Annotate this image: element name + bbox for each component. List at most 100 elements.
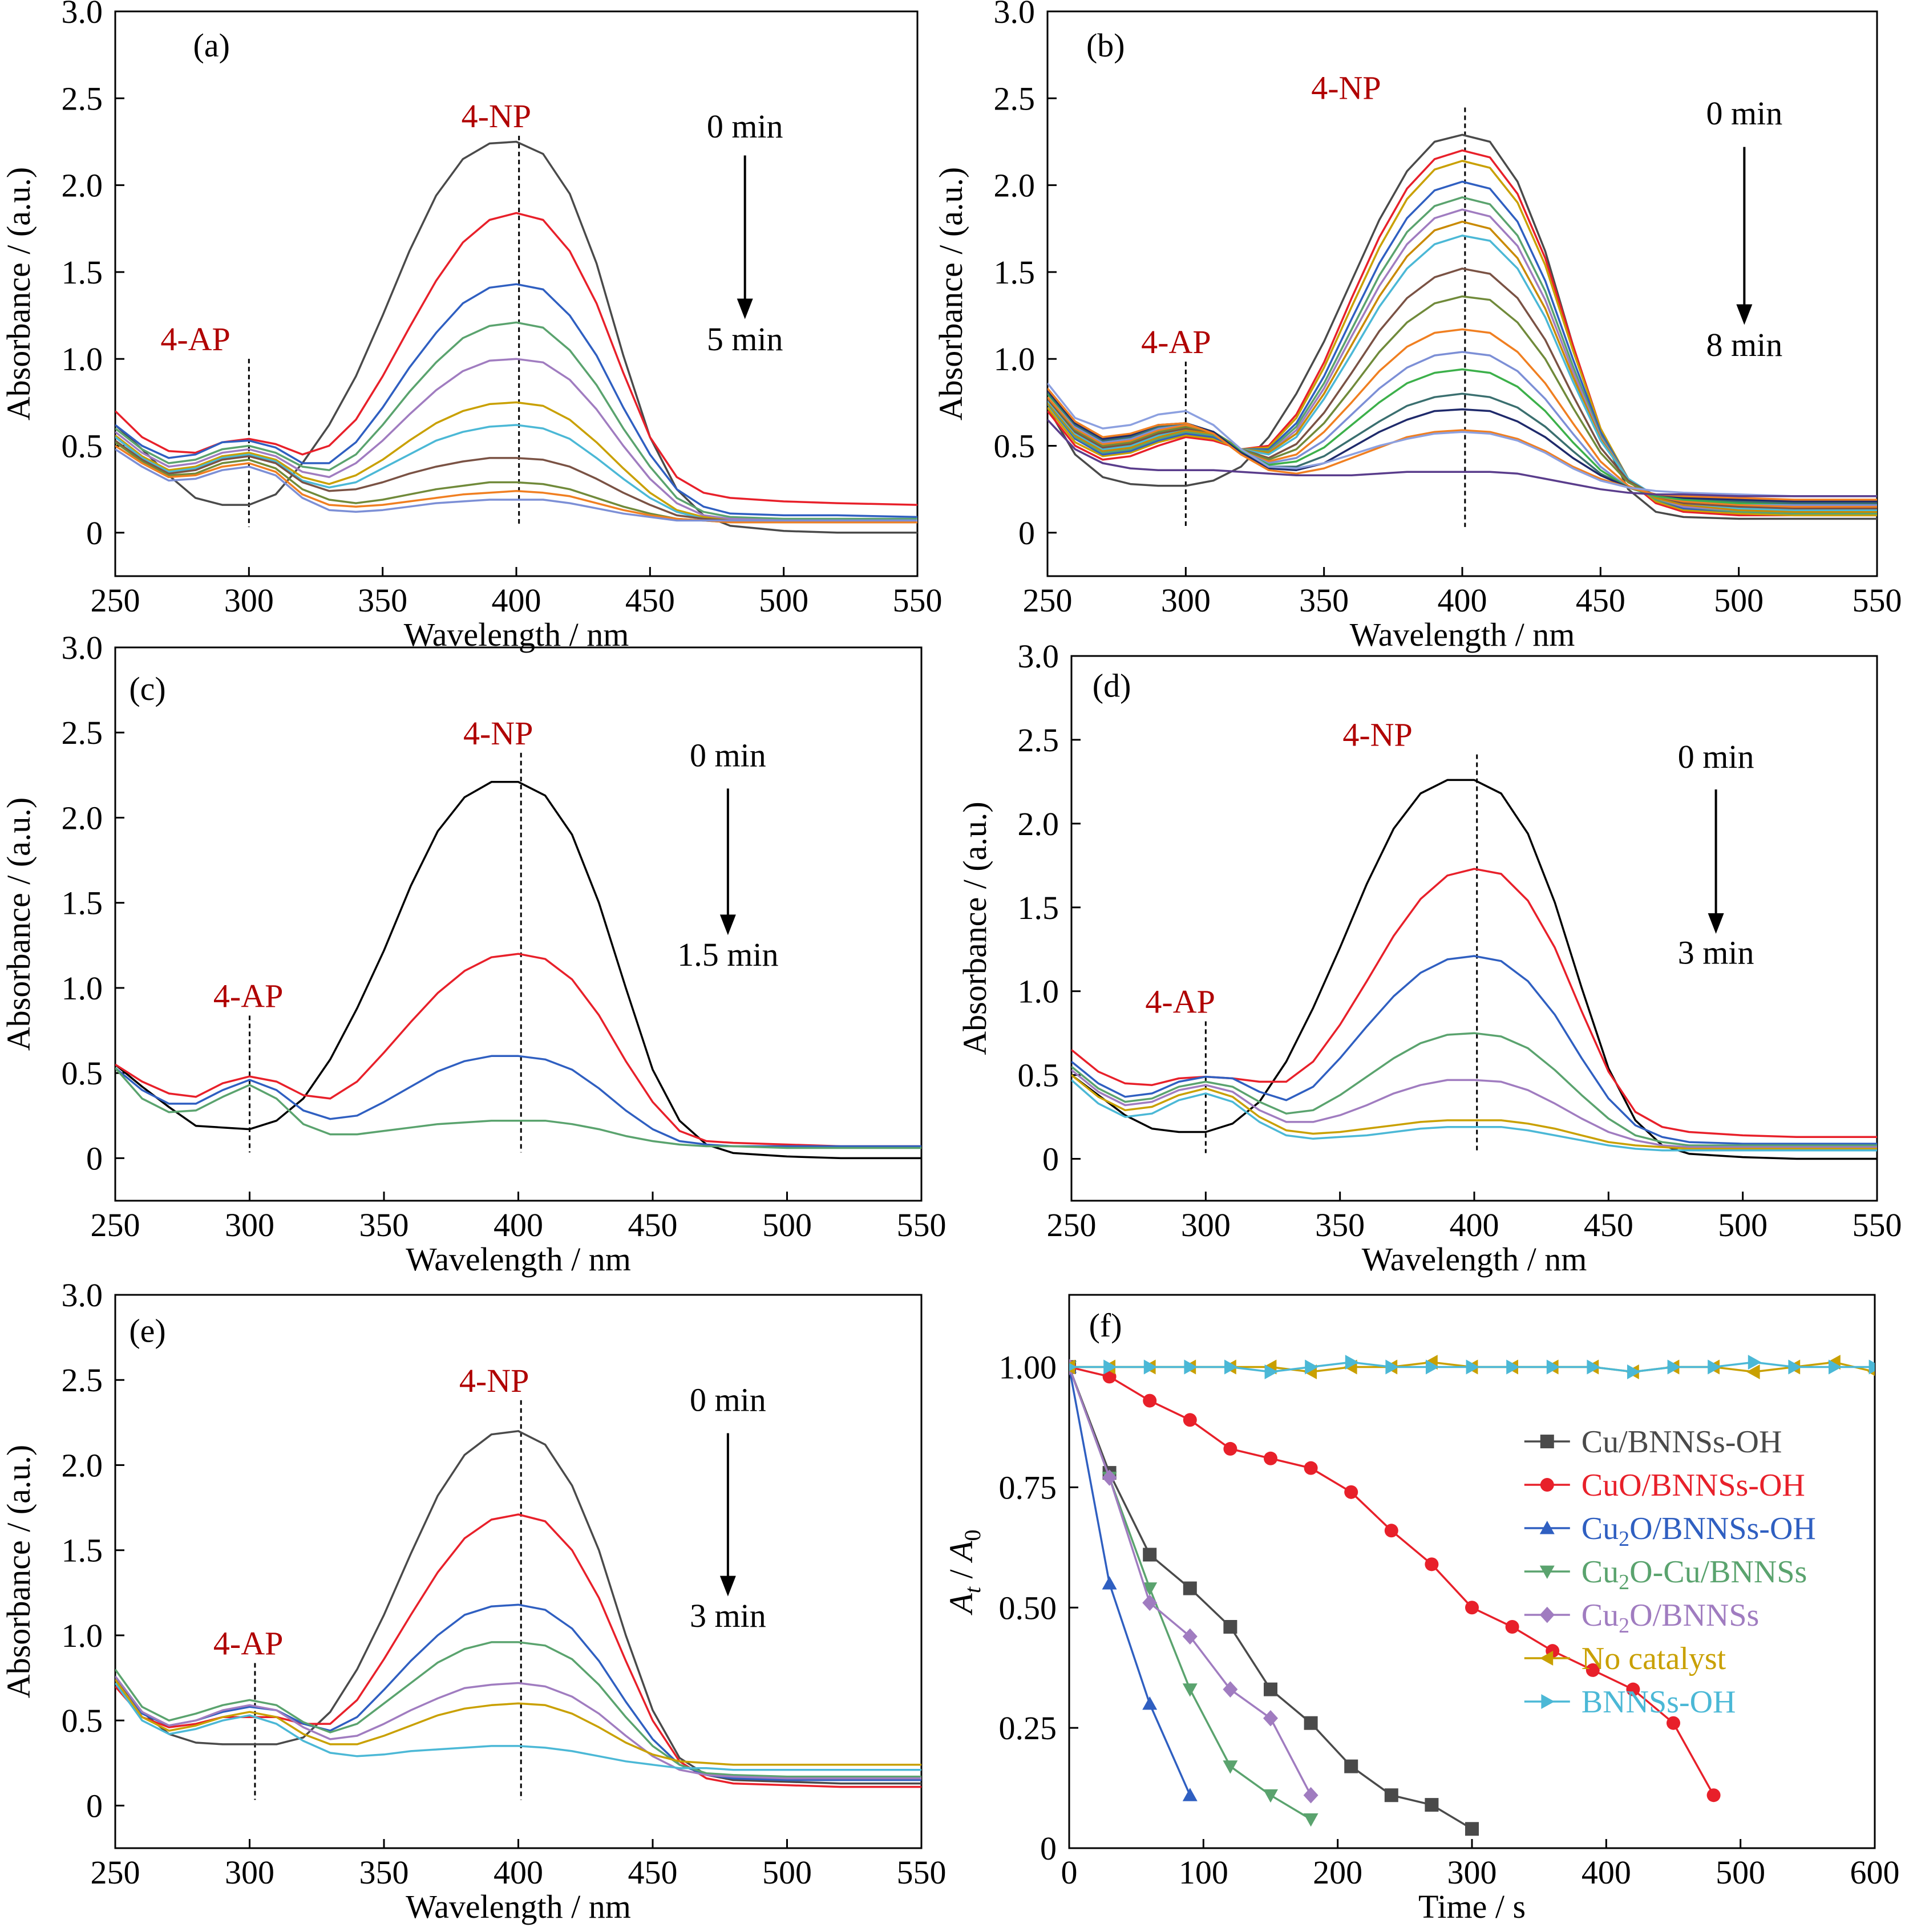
peak-label-np: 4-NP	[463, 715, 533, 752]
series-line-2	[115, 1603, 921, 1781]
y-tick-label: 2.5	[994, 80, 1036, 117]
x-tick-label: 450	[628, 1206, 678, 1244]
series-point-6	[1748, 1355, 1762, 1370]
series-line-5	[115, 401, 917, 524]
series-line-0	[1069, 1366, 1473, 1830]
series-point-2	[1102, 1576, 1117, 1590]
y-label-t: t	[960, 1586, 985, 1593]
series-point-6	[1546, 1359, 1560, 1375]
y-tick-label: 0	[1040, 1830, 1057, 1867]
series-line-2	[115, 283, 917, 519]
series-line-2	[1071, 955, 1877, 1145]
series-point-0	[1465, 1822, 1479, 1836]
legend-entry: Cu2O/BNNSs	[1582, 1598, 1760, 1638]
y-tick-label: 2.0	[1018, 805, 1059, 843]
x-tick-label: 450	[1576, 582, 1625, 619]
series-point-1	[1223, 1441, 1237, 1456]
peak-label-np: 4-NP	[1342, 716, 1412, 754]
y-tick-label: 0.5	[62, 1702, 103, 1739]
x-tick-label: 350	[359, 1206, 409, 1244]
series-point-0	[1304, 1716, 1318, 1730]
time-start-label: 0 min	[690, 737, 766, 774]
series-point-0	[1425, 1798, 1439, 1812]
x-tick-label: 300	[1447, 1854, 1497, 1891]
series-line-0	[1071, 779, 1877, 1160]
time-start-label: 0 min	[1706, 95, 1782, 132]
y-tick-label: 1.0	[62, 341, 103, 378]
series-line-17	[1047, 419, 1877, 497]
x-axis-label: Wavelength / nm	[1362, 1241, 1587, 1278]
series-line-0	[115, 1430, 921, 1785]
y-tick-label: 3.0	[62, 1277, 103, 1314]
y-axis-label: Absorbance / (a.u.)	[0, 167, 37, 421]
series-point-1	[1586, 1663, 1600, 1677]
y-tick-label: 0.5	[62, 428, 103, 465]
x-tick-label: 400	[1582, 1854, 1631, 1891]
y-tick-label: 0	[86, 1140, 103, 1177]
y-tick-label: 0.5	[1018, 1057, 1059, 1094]
x-tick-label: 500	[1718, 1206, 1768, 1244]
x-tick-label: 250	[1023, 582, 1073, 619]
time-start-label: 0 min	[707, 108, 783, 145]
series-point-4	[1102, 1469, 1117, 1486]
x-tick-label: 400	[1450, 1206, 1499, 1244]
series-group	[1069, 1355, 1875, 1836]
panel-label: (b)	[1086, 27, 1125, 64]
x-tick-label: 300	[1181, 1206, 1231, 1244]
time-start-label: 0 min	[1678, 738, 1754, 775]
series-point-6	[1069, 1363, 1077, 1371]
series-point-1	[1264, 1451, 1277, 1465]
x-tick-label: 450	[628, 1854, 678, 1891]
time-start-label: 0 min	[690, 1382, 766, 1419]
time-end-label: 8 min	[1706, 326, 1782, 363]
time-arrow-head	[719, 914, 736, 935]
panel-label: (f)	[1089, 1307, 1122, 1344]
series-point-3	[1263, 1789, 1278, 1803]
x-tick-label: 400	[492, 582, 541, 619]
y-tick-label: 3.0	[62, 0, 103, 30]
legend-entry: No catalyst	[1582, 1641, 1726, 1676]
legend-entry-part: Cu	[1582, 1511, 1619, 1546]
series-point-1	[1384, 1524, 1398, 1538]
legend-entry-part: O/BNNSs	[1629, 1598, 1759, 1633]
y-label-sep: /	[943, 1561, 980, 1587]
series-point-0	[1223, 1620, 1237, 1634]
x-tick-label: 550	[897, 1206, 947, 1244]
series-point-1	[1102, 1370, 1117, 1384]
x-tick-label: 250	[91, 582, 140, 619]
legend-swatch-marker	[1539, 1651, 1554, 1666]
legend-swatch-marker	[1539, 1606, 1555, 1623]
series-point-1	[1425, 1557, 1439, 1571]
y-tick-label: 3.0	[1018, 638, 1059, 675]
series-point-3	[1142, 1582, 1158, 1596]
x-axis-label: Wavelength / nm	[1350, 616, 1575, 653]
series-line-7	[115, 439, 917, 524]
legend-swatch-marker	[1539, 1521, 1555, 1534]
legend-entry-part: O/BNNSs-OH	[1629, 1511, 1816, 1546]
y-tick-label: 0.75	[999, 1469, 1057, 1506]
legend: Cu/BNNSs-OHCuO/BNNSs-OHCu2O/BNNSs-OHCu2O…	[1524, 1424, 1816, 1720]
series-line-15	[1047, 387, 1877, 501]
y-tick-label: 2.0	[62, 167, 103, 204]
panel-c: 250 300 350 400 450 500 550 0 0.5 1.0 1.5 2.0 2.5 3.0…	[0, 629, 947, 1278]
y-tick-label: 0.5	[994, 428, 1036, 465]
series-point-1	[1706, 1788, 1721, 1803]
series-point-6	[1466, 1359, 1479, 1375]
panel-label: (d)	[1093, 667, 1131, 704]
y-tick-label: 0.25	[999, 1710, 1057, 1747]
series-point-6	[1708, 1359, 1721, 1375]
series-point-1	[1344, 1485, 1358, 1499]
panel-label: (e)	[129, 1312, 165, 1349]
series-point-4	[1263, 1710, 1278, 1727]
series-line-0	[115, 140, 917, 534]
series-line-0	[115, 781, 921, 1160]
series-point-6	[1506, 1359, 1520, 1375]
series-group	[115, 1430, 921, 1788]
series-point-5	[1746, 1364, 1760, 1379]
panel-e: 250 300 350 400 450 500 550 0 0.5 1.0 1.5 2.0 2.5 3.0…	[0, 1277, 947, 1925]
series-point-0	[1344, 1759, 1358, 1773]
y-tick-label: 1.5	[62, 254, 103, 291]
y-tick-label: 1.0	[62, 1617, 103, 1654]
series-line-7	[1047, 234, 1877, 511]
series-line-10	[115, 448, 917, 522]
